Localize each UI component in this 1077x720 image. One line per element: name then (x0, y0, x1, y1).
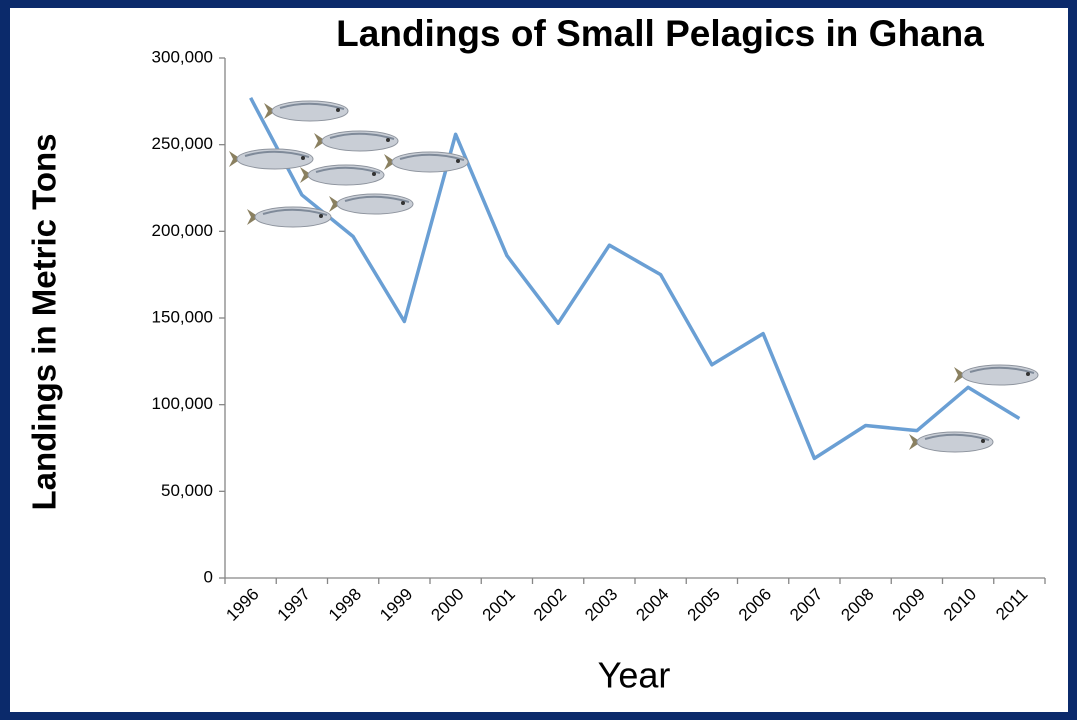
fish-eye (456, 159, 460, 163)
fish-back (924, 433, 990, 441)
fish-back (262, 208, 328, 216)
y-tick-label: 0 (204, 567, 213, 586)
fish-eye (301, 156, 305, 160)
fish-icon (384, 151, 469, 173)
fish-tail (954, 367, 966, 383)
fish-icon (229, 148, 314, 170)
y-tick-label: 200,000 (152, 221, 213, 240)
fish-back (399, 153, 465, 161)
chart-title: Landings of Small Pelagics in Ghana (336, 13, 984, 54)
fish-eye (386, 138, 390, 142)
fish-eye (319, 214, 323, 218)
fish-back (279, 102, 345, 110)
data-line (249, 97, 1021, 461)
fish-icon (300, 164, 385, 186)
fish-tail (247, 209, 259, 225)
fish-tail (909, 434, 921, 450)
slide-background (10, 8, 1068, 712)
fish-icon (264, 100, 349, 122)
y-tick-label: 100,000 (152, 394, 213, 413)
y-tick-label: 50,000 (161, 481, 213, 500)
fish-tail (229, 151, 241, 167)
fish-tail (329, 196, 341, 212)
fish-icon (314, 130, 399, 152)
y-axis-label: Landings in Metric Tons (26, 133, 63, 510)
fish-icon (247, 206, 332, 228)
y-tick-label: 250,000 (152, 134, 213, 153)
fish-tail (384, 154, 396, 170)
fish-tail (264, 103, 276, 119)
fish-decorations (229, 100, 1039, 453)
fish-back (329, 132, 395, 140)
fish-back (315, 166, 381, 174)
fish-eye (401, 201, 405, 205)
fish-icon (329, 193, 414, 215)
fish-back (344, 195, 410, 203)
fish-back (244, 150, 310, 158)
x-axis-label: Year (598, 655, 671, 696)
fish-icon (909, 431, 994, 453)
fish-eye (336, 108, 340, 112)
fish-tail (314, 133, 326, 149)
fish-eye (372, 172, 376, 176)
y-tick-label: 300,000 (152, 47, 213, 66)
fish-eye (1026, 372, 1030, 376)
y-tick-label: 150,000 (152, 307, 213, 326)
fish-eye (981, 439, 985, 443)
fish-back (969, 366, 1035, 374)
fish-icon (954, 364, 1039, 386)
fish-tail (300, 167, 312, 183)
